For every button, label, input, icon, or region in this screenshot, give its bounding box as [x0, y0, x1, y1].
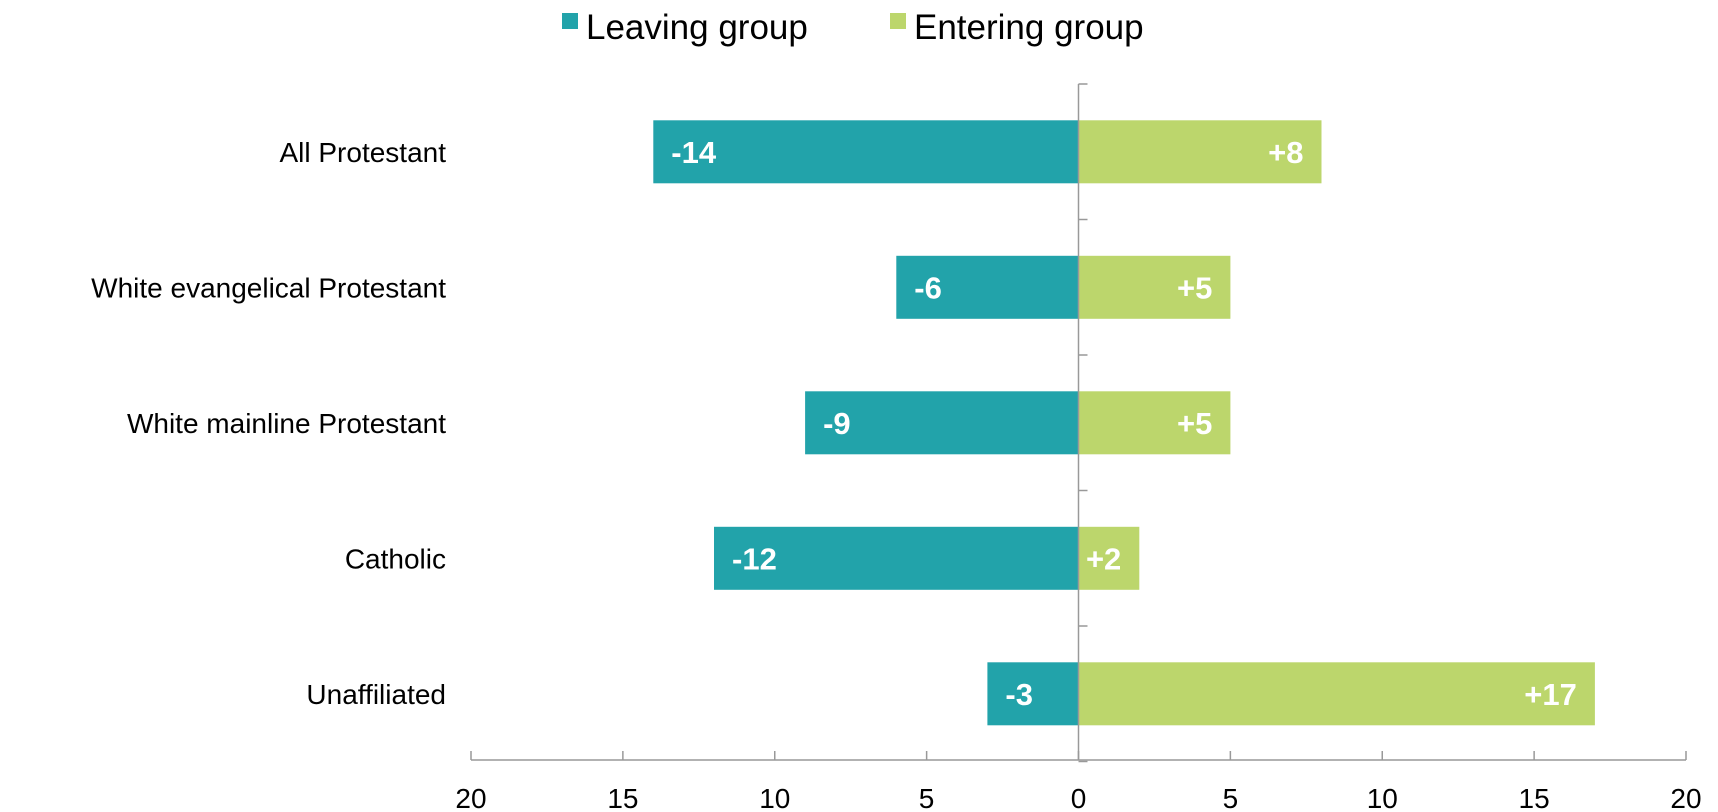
bar-labels: -14 +8 -6 +5 -9 +5 -12 +2 -3 +17: [671, 135, 1577, 712]
data-label: -14: [671, 135, 717, 170]
leaving-bar: [896, 255, 1079, 319]
data-label: +5: [1177, 270, 1212, 305]
data-label: +5: [1177, 406, 1212, 441]
leaving-bar: [653, 120, 1079, 184]
data-label: +8: [1268, 135, 1303, 170]
leaving-bar: [714, 526, 1079, 590]
legend-label: Leaving group: [586, 8, 808, 47]
leaving-bar: [987, 662, 1079, 726]
entering-bar: [1078, 662, 1595, 726]
legend-swatch: [890, 13, 906, 29]
x-tick-label: 0: [1071, 783, 1087, 812]
legend-label: Entering group: [914, 8, 1144, 47]
category-label: Unaffiliated: [306, 679, 446, 710]
legend-swatch: [562, 13, 578, 29]
entering-bar: [1078, 391, 1231, 455]
data-label: -3: [1005, 677, 1033, 712]
data-label: +17: [1524, 677, 1577, 712]
data-label: -6: [914, 270, 942, 305]
entering-bar: [1078, 255, 1231, 319]
category-label: All Protestant: [279, 137, 446, 168]
x-tick-label: 15: [1519, 783, 1550, 812]
category-label: White mainline Protestant: [127, 408, 446, 439]
data-label: -12: [732, 541, 777, 576]
x-tick-label: 20: [1670, 783, 1701, 812]
category-label: Catholic: [345, 543, 446, 574]
legend: Leaving group Entering group: [562, 8, 1144, 47]
x-tick-label: 10: [759, 783, 790, 812]
data-label: -9: [823, 406, 851, 441]
bars: [653, 120, 1595, 726]
entering-bar: [1078, 526, 1140, 590]
leaving-bar: [805, 391, 1079, 455]
x-tick-label: 20: [455, 783, 486, 812]
category-label: White evangelical Protestant: [91, 272, 446, 303]
entering-bar: [1078, 120, 1322, 184]
x-tick-label: 5: [919, 783, 935, 812]
x-tick-label: 15: [607, 783, 638, 812]
x-tick-label: 5: [1223, 783, 1239, 812]
data-label: +2: [1086, 541, 1121, 576]
x-tick-label: 10: [1367, 783, 1398, 812]
category-labels: All Protestant White evangelical Protesta…: [91, 137, 446, 710]
axes: 20 15 10 5 0 5 10 15 20: [455, 83, 1702, 812]
